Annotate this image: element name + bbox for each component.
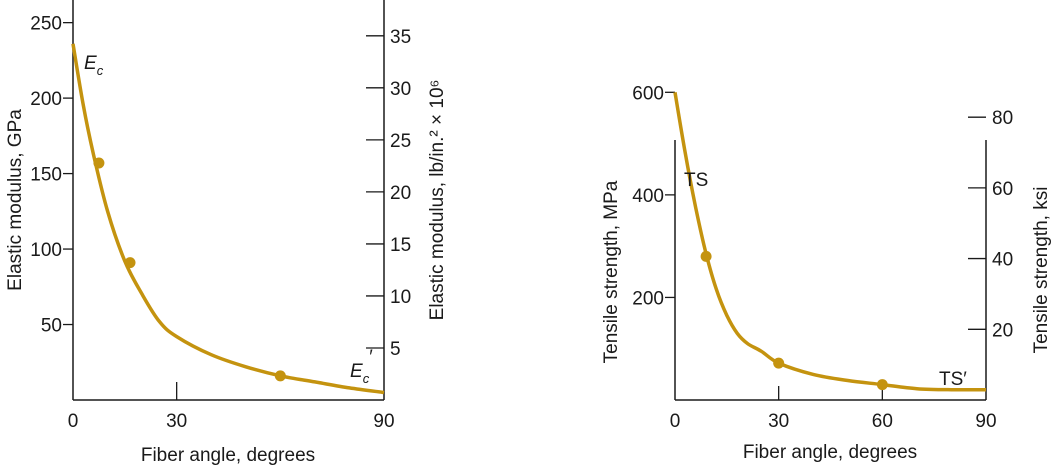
y-tick-label: 50 xyxy=(41,316,62,337)
x-tick-label: 30 xyxy=(166,411,187,432)
chart2-strength-curve xyxy=(673,92,987,392)
y-tick-label: 400 xyxy=(632,186,664,207)
chart2-y-right-axis-title: Tensile strength, ksi xyxy=(1031,187,1052,354)
chart2-tick-labels: 200 400 600 20 40 60 80 0 30 60 90 xyxy=(632,83,1013,432)
y-right-tick-label: 20 xyxy=(992,320,1013,341)
y-right-tick-label: 40 xyxy=(992,250,1013,271)
x-tick-label: 0 xyxy=(68,411,79,432)
y-right-tick-label: 15 xyxy=(390,235,411,256)
y-right-tick-label: 20 xyxy=(390,183,411,204)
x-tick-label: 30 xyxy=(768,411,789,432)
x-tick-label: 90 xyxy=(373,411,394,432)
y-right-tick-label: 30 xyxy=(390,79,411,100)
chart-tensile-strength: 200 400 600 20 40 60 80 0 30 60 90 TS TS′ Fiber an… xyxy=(601,83,1052,463)
chart2-markers xyxy=(700,250,888,391)
data-point xyxy=(876,379,888,391)
y-right-tick-label: 10 xyxy=(390,287,411,308)
chart2-ticks xyxy=(665,91,986,400)
chart1-start-label: Ec xyxy=(84,53,104,78)
x-tick-label: 60 xyxy=(872,411,893,432)
chart2-start-label: TS xyxy=(684,170,708,191)
x-tick-label: 0 xyxy=(670,411,681,432)
x-tick-label: 90 xyxy=(975,411,996,432)
data-point xyxy=(773,357,785,369)
data-point xyxy=(274,370,286,382)
y-right-tick-label: 80 xyxy=(992,108,1013,129)
y-tick-label: 250 xyxy=(30,14,62,35)
y-tick-label: 100 xyxy=(30,240,62,261)
chart1-x-axis-title: Fiber angle, degrees xyxy=(141,445,315,466)
y-right-tick-label: 5 xyxy=(390,339,401,360)
chart1-y-axis-title: Elastic modulus, GPa xyxy=(5,109,26,291)
y-right-tick-label: 35 xyxy=(390,27,411,48)
y-tick-label: 200 xyxy=(30,89,62,110)
y-tick-label: 200 xyxy=(632,288,664,309)
chart1-modulus-curve xyxy=(71,43,385,395)
data-point xyxy=(93,157,105,169)
chart1-ticks xyxy=(63,21,384,400)
data-point xyxy=(700,250,712,262)
chart1-markers xyxy=(93,157,286,382)
y-right-tick-label: 60 xyxy=(992,179,1013,200)
y-right-tick-label: 25 xyxy=(390,131,411,152)
data-point xyxy=(124,257,136,269)
y-tick-label: 150 xyxy=(30,165,62,186)
chart1-end-label: Ec′ xyxy=(350,347,373,386)
chart2-y-axis-title: Tensile strength, MPa xyxy=(601,180,622,363)
chart2-x-axis-title: Fiber angle, degrees xyxy=(743,442,917,463)
y-tick-label: 600 xyxy=(632,83,664,104)
chart1-tick-labels: 50 100 150 200 250 5 10 15 20 25 30 35 0 30 90 xyxy=(30,14,411,432)
chart2-end-label: TS′ xyxy=(939,369,967,390)
chart1-y-right-axis-title: Elastic modulus, lb/in.² × 10⁶ xyxy=(427,80,448,321)
